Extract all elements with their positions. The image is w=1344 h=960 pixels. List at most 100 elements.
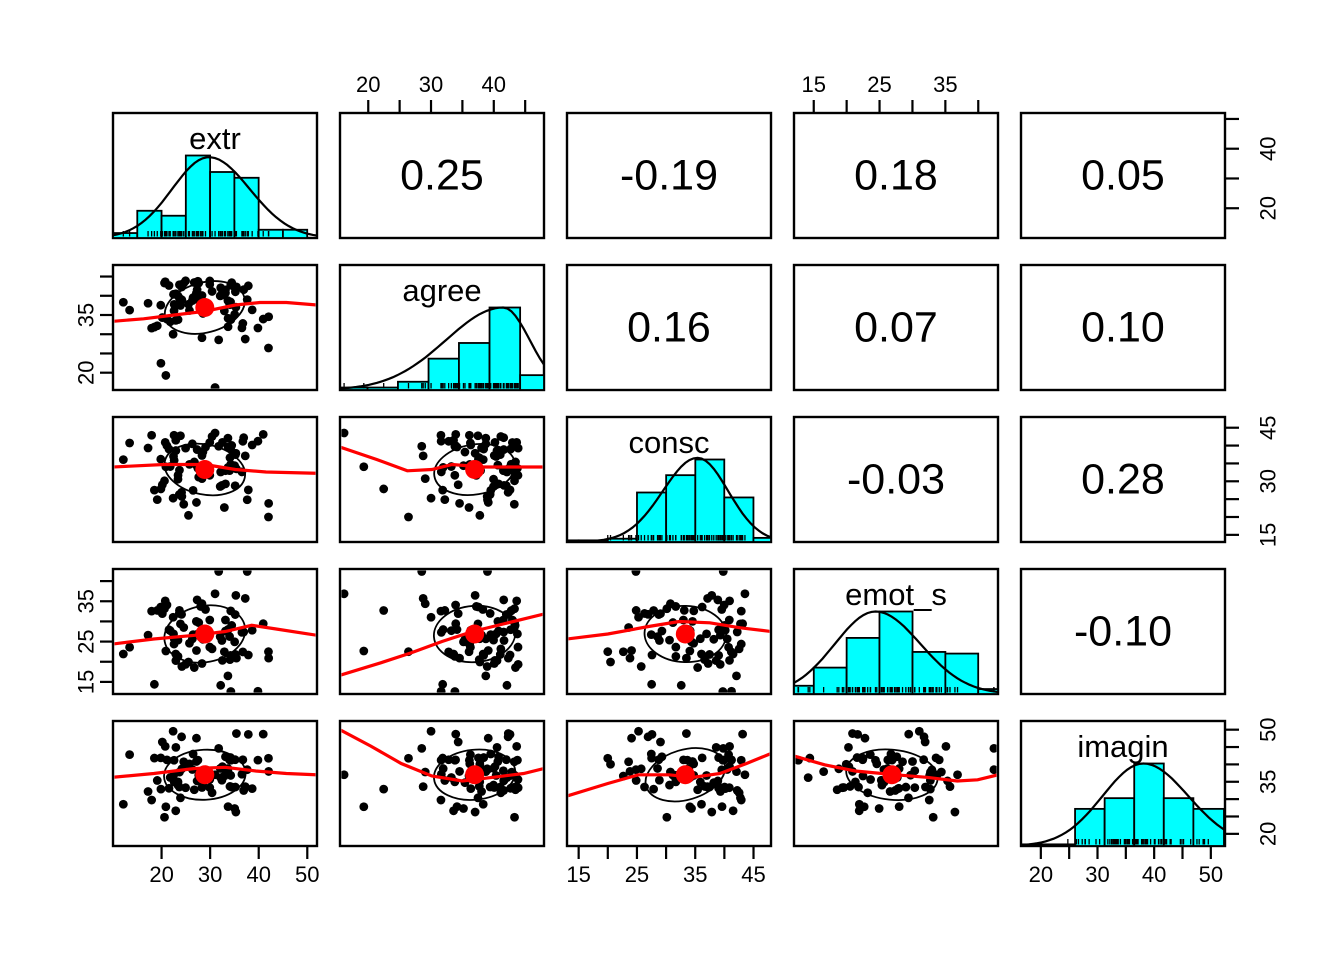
tick-label: 15 bbox=[1256, 523, 1281, 547]
tick-label: 40 bbox=[246, 862, 270, 887]
mean-center-dot bbox=[675, 765, 695, 785]
tick-label: 40 bbox=[482, 72, 506, 97]
tick-label: 20 bbox=[74, 360, 99, 384]
mean-center-dot bbox=[675, 624, 695, 644]
loess-trend-line bbox=[114, 623, 316, 646]
histogram-bars bbox=[566, 458, 772, 543]
panel-emot_s-extr-scatter bbox=[111, 567, 319, 696]
panel-emot_s-consc-scatter bbox=[565, 567, 773, 696]
axis-top-emot_s: 15 25 35 bbox=[801, 72, 980, 113]
panel-agree-consc-correlation: 0.16 bbox=[565, 263, 773, 392]
panel-border bbox=[1019, 415, 1227, 544]
tick-label: 50 bbox=[295, 862, 319, 887]
correlation-ellipse bbox=[433, 443, 516, 496]
loess-trend-line bbox=[341, 728, 543, 783]
tick-label: 20 bbox=[1029, 862, 1053, 887]
loess-trend-line bbox=[795, 754, 997, 783]
mean-center-dot bbox=[465, 460, 485, 479]
scatter-points bbox=[118, 428, 274, 522]
axis-bottom-extr: 20 30 40 50 bbox=[149, 846, 320, 887]
tick-label: 35 bbox=[683, 862, 707, 887]
panel-imagin-imagin-histogram: imagin bbox=[1019, 719, 1227, 848]
tick-label: 50 bbox=[1256, 717, 1281, 741]
tick-label: 30 bbox=[1085, 862, 1109, 887]
tick-label: 45 bbox=[1256, 415, 1281, 439]
panel-border bbox=[1019, 111, 1227, 240]
axis-left-emot_s: 15 25 35 bbox=[74, 579, 113, 694]
tick-label: 30 bbox=[419, 72, 443, 97]
tick-label: 50 bbox=[1199, 862, 1223, 887]
loess-trend-line bbox=[114, 462, 316, 475]
panel-border bbox=[1019, 567, 1227, 696]
tick-label: 20 bbox=[1256, 822, 1281, 846]
correlation-value: -0.19 bbox=[620, 152, 718, 200]
panel-consc-agree-scatter bbox=[338, 415, 546, 544]
correlation-value: -0.03 bbox=[847, 456, 945, 504]
mean-center-dot bbox=[465, 624, 485, 644]
variable-label: agree bbox=[402, 273, 481, 308]
density-curve bbox=[793, 610, 999, 694]
density-curve bbox=[112, 156, 318, 237]
mean-center-dot bbox=[465, 765, 485, 785]
tick-label: 35 bbox=[1256, 770, 1281, 794]
panel-border bbox=[792, 263, 1000, 392]
histogram-bars bbox=[1020, 762, 1225, 847]
correlation-ellipse bbox=[163, 748, 247, 801]
rug-ticks bbox=[1067, 839, 1209, 845]
panel-agree-extr-scatter bbox=[111, 263, 319, 392]
panel-emot_s-imagin-correlation: -0.10 bbox=[1019, 567, 1227, 696]
tick-label: 35 bbox=[74, 303, 99, 327]
panel-border bbox=[111, 719, 319, 848]
panel-border bbox=[111, 263, 319, 392]
panel-imagin-emot_s-scatter bbox=[792, 719, 1000, 848]
tick-label: 15 bbox=[74, 670, 99, 694]
correlation-ellipse bbox=[644, 747, 726, 803]
panel-emot_s-emot_s-histogram: emot_s bbox=[792, 567, 1000, 696]
panel-imagin-consc-scatter bbox=[565, 719, 773, 848]
correlation-ellipse bbox=[433, 748, 517, 801]
tick-label: 30 bbox=[198, 862, 222, 887]
panel-border bbox=[792, 415, 1000, 544]
loess-trend-line bbox=[568, 619, 770, 641]
tick-label: 25 bbox=[867, 72, 891, 97]
correlation-ellipse bbox=[163, 280, 246, 335]
loess-trend-line bbox=[114, 765, 316, 779]
tick-label: 35 bbox=[933, 72, 957, 97]
tick-label: 15 bbox=[801, 72, 825, 97]
axis-bottom-imagin: 20 30 40 50 bbox=[1029, 846, 1223, 887]
mean-center-dot bbox=[195, 624, 215, 644]
panel-imagin-agree-scatter bbox=[338, 719, 546, 848]
rug-ticks bbox=[343, 383, 519, 389]
correlation-ellipse bbox=[643, 604, 728, 664]
density-curve bbox=[567, 456, 772, 543]
panel-extr-imagin-correlation: 0.05 bbox=[1019, 111, 1227, 240]
rug-ticks bbox=[797, 687, 995, 693]
tick-label: 20 bbox=[356, 72, 380, 97]
scatter-points bbox=[341, 428, 523, 522]
panel-extr-consc-correlation: -0.19 bbox=[565, 111, 773, 240]
mean-center-dot bbox=[195, 765, 215, 785]
correlation-value: 0.28 bbox=[1081, 456, 1165, 504]
panel-border bbox=[792, 111, 1000, 240]
mean-center-dot bbox=[882, 765, 902, 785]
panel-border bbox=[338, 111, 546, 240]
correlation-value: 0.05 bbox=[1081, 152, 1165, 200]
tick-label: 40 bbox=[1142, 862, 1166, 887]
variable-label: emot_s bbox=[845, 577, 947, 612]
panel-extr-agree-correlation: 0.25 bbox=[338, 111, 546, 240]
mean-center-dot bbox=[195, 460, 215, 479]
panel-agree-emot_s-correlation: 0.07 bbox=[792, 263, 1000, 392]
loess-trend-line bbox=[114, 300, 316, 323]
density-curve bbox=[339, 306, 545, 390]
correlation-value: 0.18 bbox=[854, 152, 938, 200]
panel-border bbox=[565, 263, 773, 392]
axis-top-agree: 20 30 40 bbox=[356, 72, 527, 113]
tick-label: 20 bbox=[149, 862, 173, 887]
axis-bottom-consc: 15 25 35 45 bbox=[566, 846, 766, 887]
variable-label: consc bbox=[629, 425, 710, 460]
panel-agree-agree-histogram: agree bbox=[338, 263, 546, 392]
